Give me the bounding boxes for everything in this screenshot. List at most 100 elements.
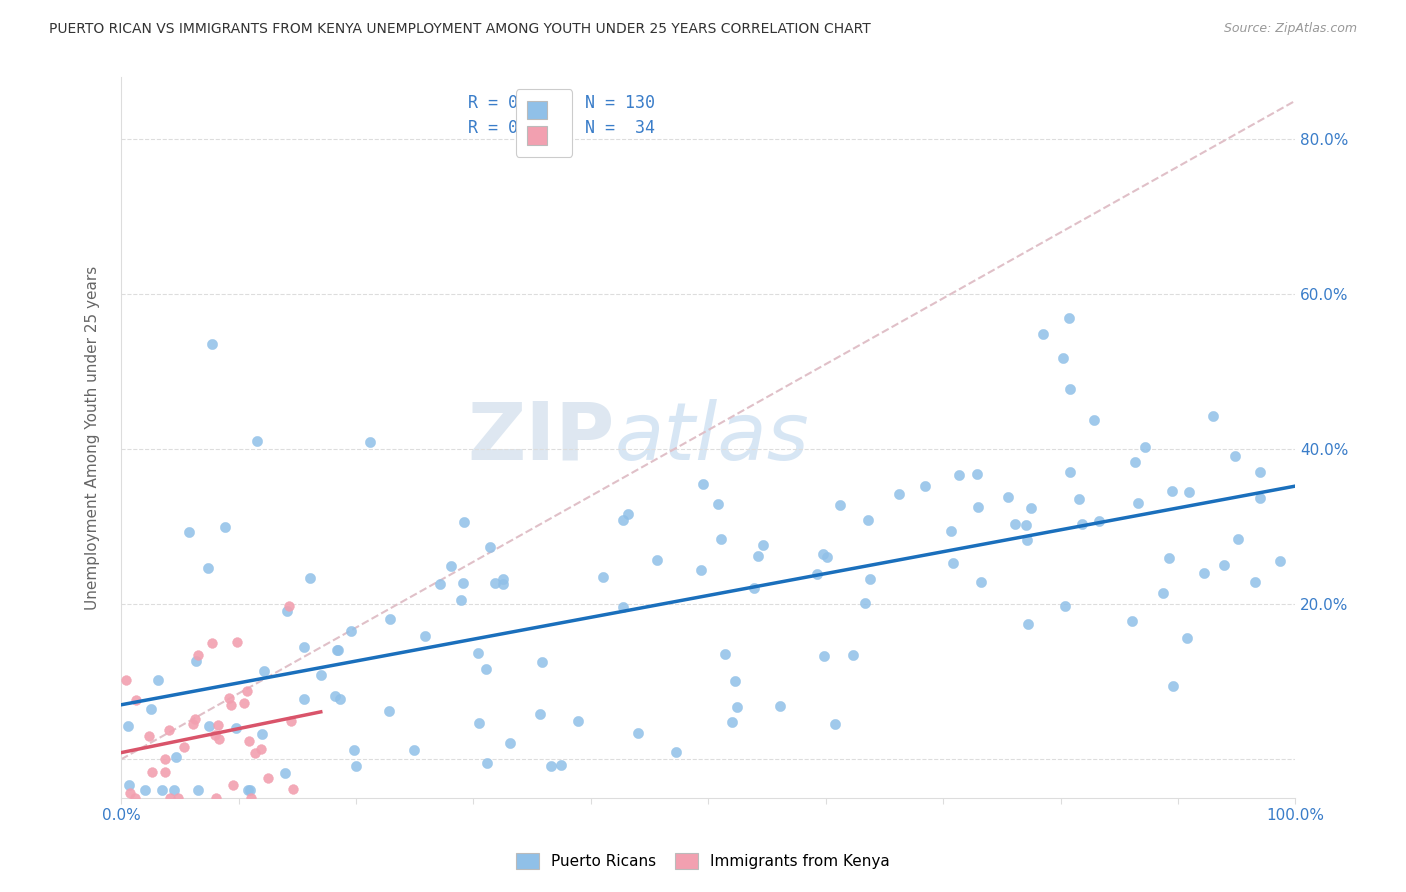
Point [1128,496,1150,510]
Point [118,779,141,793]
Point [253,664,276,678]
Point [157,723,180,738]
Point [612,599,634,614]
Point [453,515,475,529]
Point [402,743,425,757]
Point [627,725,650,739]
Point [1202,409,1225,423]
Point [853,596,876,610]
Point [492,572,515,586]
Point [468,715,491,730]
Text: PUERTO RICAN VS IMMIGRANTS FROM KENYA UNEMPLOYMENT AMONG YOUTH UNDER 25 YEARS CO: PUERTO RICAN VS IMMIGRANTS FROM KENYA UN… [49,22,870,37]
Point [125,693,148,707]
Point [1059,310,1081,325]
Point [966,467,988,482]
Point [299,570,322,584]
Point [124,791,146,805]
Point [970,575,993,590]
Point [222,778,245,792]
Point [752,538,775,552]
Point [207,718,229,732]
Point [813,547,835,561]
Point [824,716,846,731]
Point [612,513,634,527]
Point [236,783,259,797]
Point [477,756,499,771]
Point [120,786,142,800]
Point [239,783,262,797]
Point [1015,533,1038,547]
Point [246,434,269,448]
Point [725,700,748,714]
Text: N = 130: N = 130 [585,94,655,112]
Text: N =  34: N = 34 [585,119,655,136]
Point [311,667,333,681]
Point [492,577,515,591]
Point [1083,413,1105,427]
Point [250,727,273,741]
Legend: Puerto Ricans, Immigrants from Kenya: Puerto Ricans, Immigrants from Kenya [510,847,896,875]
Point [378,613,401,627]
Point [344,759,367,773]
Point [232,696,254,710]
Point [340,624,363,638]
Text: R = 0.346: R = 0.346 [468,119,558,136]
Point [645,553,668,567]
Point [1004,516,1026,531]
Point [292,640,315,654]
Point [204,728,226,742]
Point [948,468,970,483]
Point [153,764,176,779]
Point [281,781,304,796]
Point [714,647,737,661]
Point [721,715,744,730]
Point [550,758,572,772]
Point [617,507,640,521]
Point [163,783,186,797]
Text: Source: ZipAtlas.com: Source: ZipAtlas.com [1223,22,1357,36]
Point [1213,558,1236,573]
Point [747,549,769,563]
Point [1059,465,1081,479]
Point [744,581,766,595]
Point [155,752,177,766]
Point [218,690,240,705]
Point [440,558,463,573]
Point [413,629,436,643]
Point [806,566,828,581]
Point [1067,492,1090,507]
Point [250,742,273,756]
Point [360,435,382,450]
Point [1161,483,1184,498]
Point [257,771,280,785]
Point [692,477,714,491]
Point [187,648,209,663]
Point [859,572,882,586]
Point [139,702,162,716]
Point [967,500,990,514]
Point [205,791,228,805]
Point [815,549,838,564]
Point [531,655,554,669]
Point [1249,465,1271,479]
Point [1087,515,1109,529]
Point [280,714,302,728]
Point [592,570,614,584]
Point [450,593,472,607]
Point [1249,491,1271,505]
Text: ZIP: ZIP [467,399,614,476]
Point [114,673,136,687]
Point [173,739,195,754]
Point [467,646,489,660]
Point [1032,327,1054,342]
Point [889,487,911,501]
Point [1225,449,1247,463]
Point [184,654,207,668]
Point [134,783,156,797]
Point [240,791,263,805]
Point [378,705,401,719]
Point [529,706,551,721]
Point [201,636,224,650]
Point [238,733,260,747]
Point [842,648,865,663]
